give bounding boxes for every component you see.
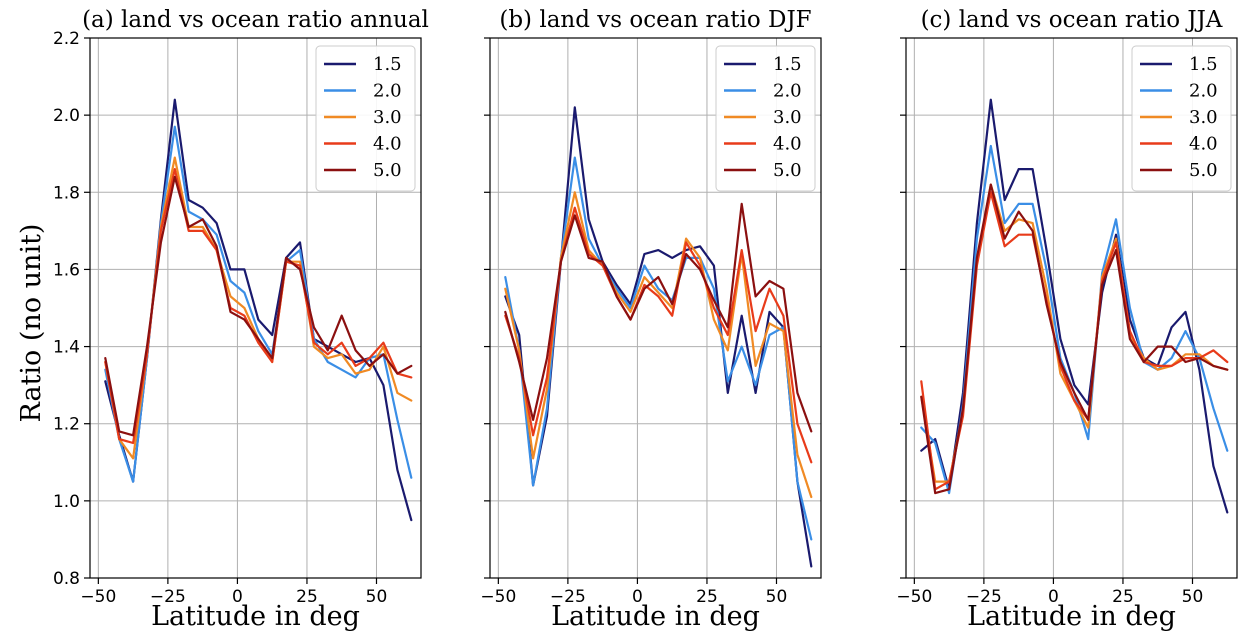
- legend-label: 4.0: [373, 134, 402, 155]
- legend-box: [315, 45, 416, 192]
- legend: 1.5 2.0 3.0 4.0 5.0: [315, 45, 416, 192]
- x-tick-label: 0: [1048, 587, 1059, 607]
- y-tick-label: 1.6: [53, 260, 80, 280]
- panel-title: (b) land vs ocean ratio DJF: [499, 7, 811, 33]
- series-line-5.0: [920, 183, 1229, 495]
- legend-label: 3.0: [373, 107, 402, 128]
- series-line-5.0: [104, 175, 413, 437]
- legend-label: 5.0: [773, 160, 802, 181]
- x-tick-label: 0: [232, 587, 243, 607]
- legend-label: 1.5: [1189, 54, 1218, 75]
- x-tick-label: 25: [1112, 587, 1134, 607]
- panel-title: (a) land vs ocean ratio annual: [82, 7, 429, 33]
- legend-label: 2.0: [1189, 81, 1218, 102]
- legend-label: 4.0: [1189, 134, 1218, 155]
- panel-1: −50 −25 0 25 50 0.8 1.0 1.2 1.4 1.6 1.8 2.0 2.2(a) l…: [53, 7, 429, 632]
- y-axis-label: Ratio (no unit): [16, 224, 47, 423]
- y-tick-label: 1.8: [53, 183, 80, 203]
- x-tick-label: −50: [80, 587, 116, 607]
- x-tick-label: −25: [150, 587, 186, 607]
- x-tick-label: −25: [966, 587, 1002, 607]
- x-tick-label: 50: [766, 587, 788, 607]
- y-tick-label: 0.8: [53, 569, 80, 589]
- panel-title: (c) land vs ocean ratio JJA: [921, 7, 1223, 33]
- x-tick-label: 50: [1182, 587, 1204, 607]
- legend-label: 3.0: [773, 107, 802, 128]
- series-line-2.0: [920, 144, 1229, 495]
- legend-label: 2.0: [373, 81, 402, 102]
- plot-frame: [905, 37, 1238, 579]
- x-tick-label: −25: [550, 587, 586, 607]
- legend-label: 5.0: [1189, 160, 1218, 181]
- x-tick-label: 0: [632, 587, 643, 607]
- x-axis-label: Latitude in deg: [551, 601, 760, 632]
- x-tick-label: −50: [896, 587, 932, 607]
- legend: 1.5 2.0 3.0 4.0 5.0: [1131, 45, 1232, 192]
- legend-label: 2.0: [773, 81, 802, 102]
- y-tick-label: 1.2: [53, 415, 80, 435]
- legend-label: 5.0: [373, 160, 402, 181]
- legend-label: 4.0: [773, 134, 802, 155]
- x-axis-label: Latitude in deg: [967, 601, 1176, 632]
- legend-label: 3.0: [1189, 107, 1218, 128]
- y-tick-label: 2.2: [53, 29, 80, 49]
- legend-box: [715, 45, 816, 192]
- legend-label: 1.5: [373, 54, 402, 75]
- series-line-5.0: [504, 202, 813, 433]
- series-line-1.5: [920, 98, 1229, 514]
- panel-3: −50 −25 0 25 50 (c) land vs ocean ratio JJA La…: [896, 7, 1238, 632]
- panel-2: −50 −25 0 25 50 (b) land vs ocean ratio DJF La…: [480, 7, 822, 632]
- y-tick-label: 1.0: [53, 492, 80, 512]
- legend-box: [1131, 45, 1232, 192]
- x-tick-label: 25: [296, 587, 318, 607]
- x-tick-label: 25: [696, 587, 718, 607]
- y-tick-label: 2.0: [53, 106, 80, 126]
- x-tick-label: 50: [366, 587, 388, 607]
- legend-label: 1.5: [773, 54, 802, 75]
- legend: 1.5 2.0 3.0 4.0 5.0: [715, 45, 816, 192]
- plot-frame: [89, 37, 422, 579]
- y-tick-label: 1.4: [53, 338, 80, 358]
- plot-frame: [489, 37, 822, 579]
- x-axis-label: Latitude in deg: [151, 601, 360, 632]
- x-tick-label: −50: [480, 587, 516, 607]
